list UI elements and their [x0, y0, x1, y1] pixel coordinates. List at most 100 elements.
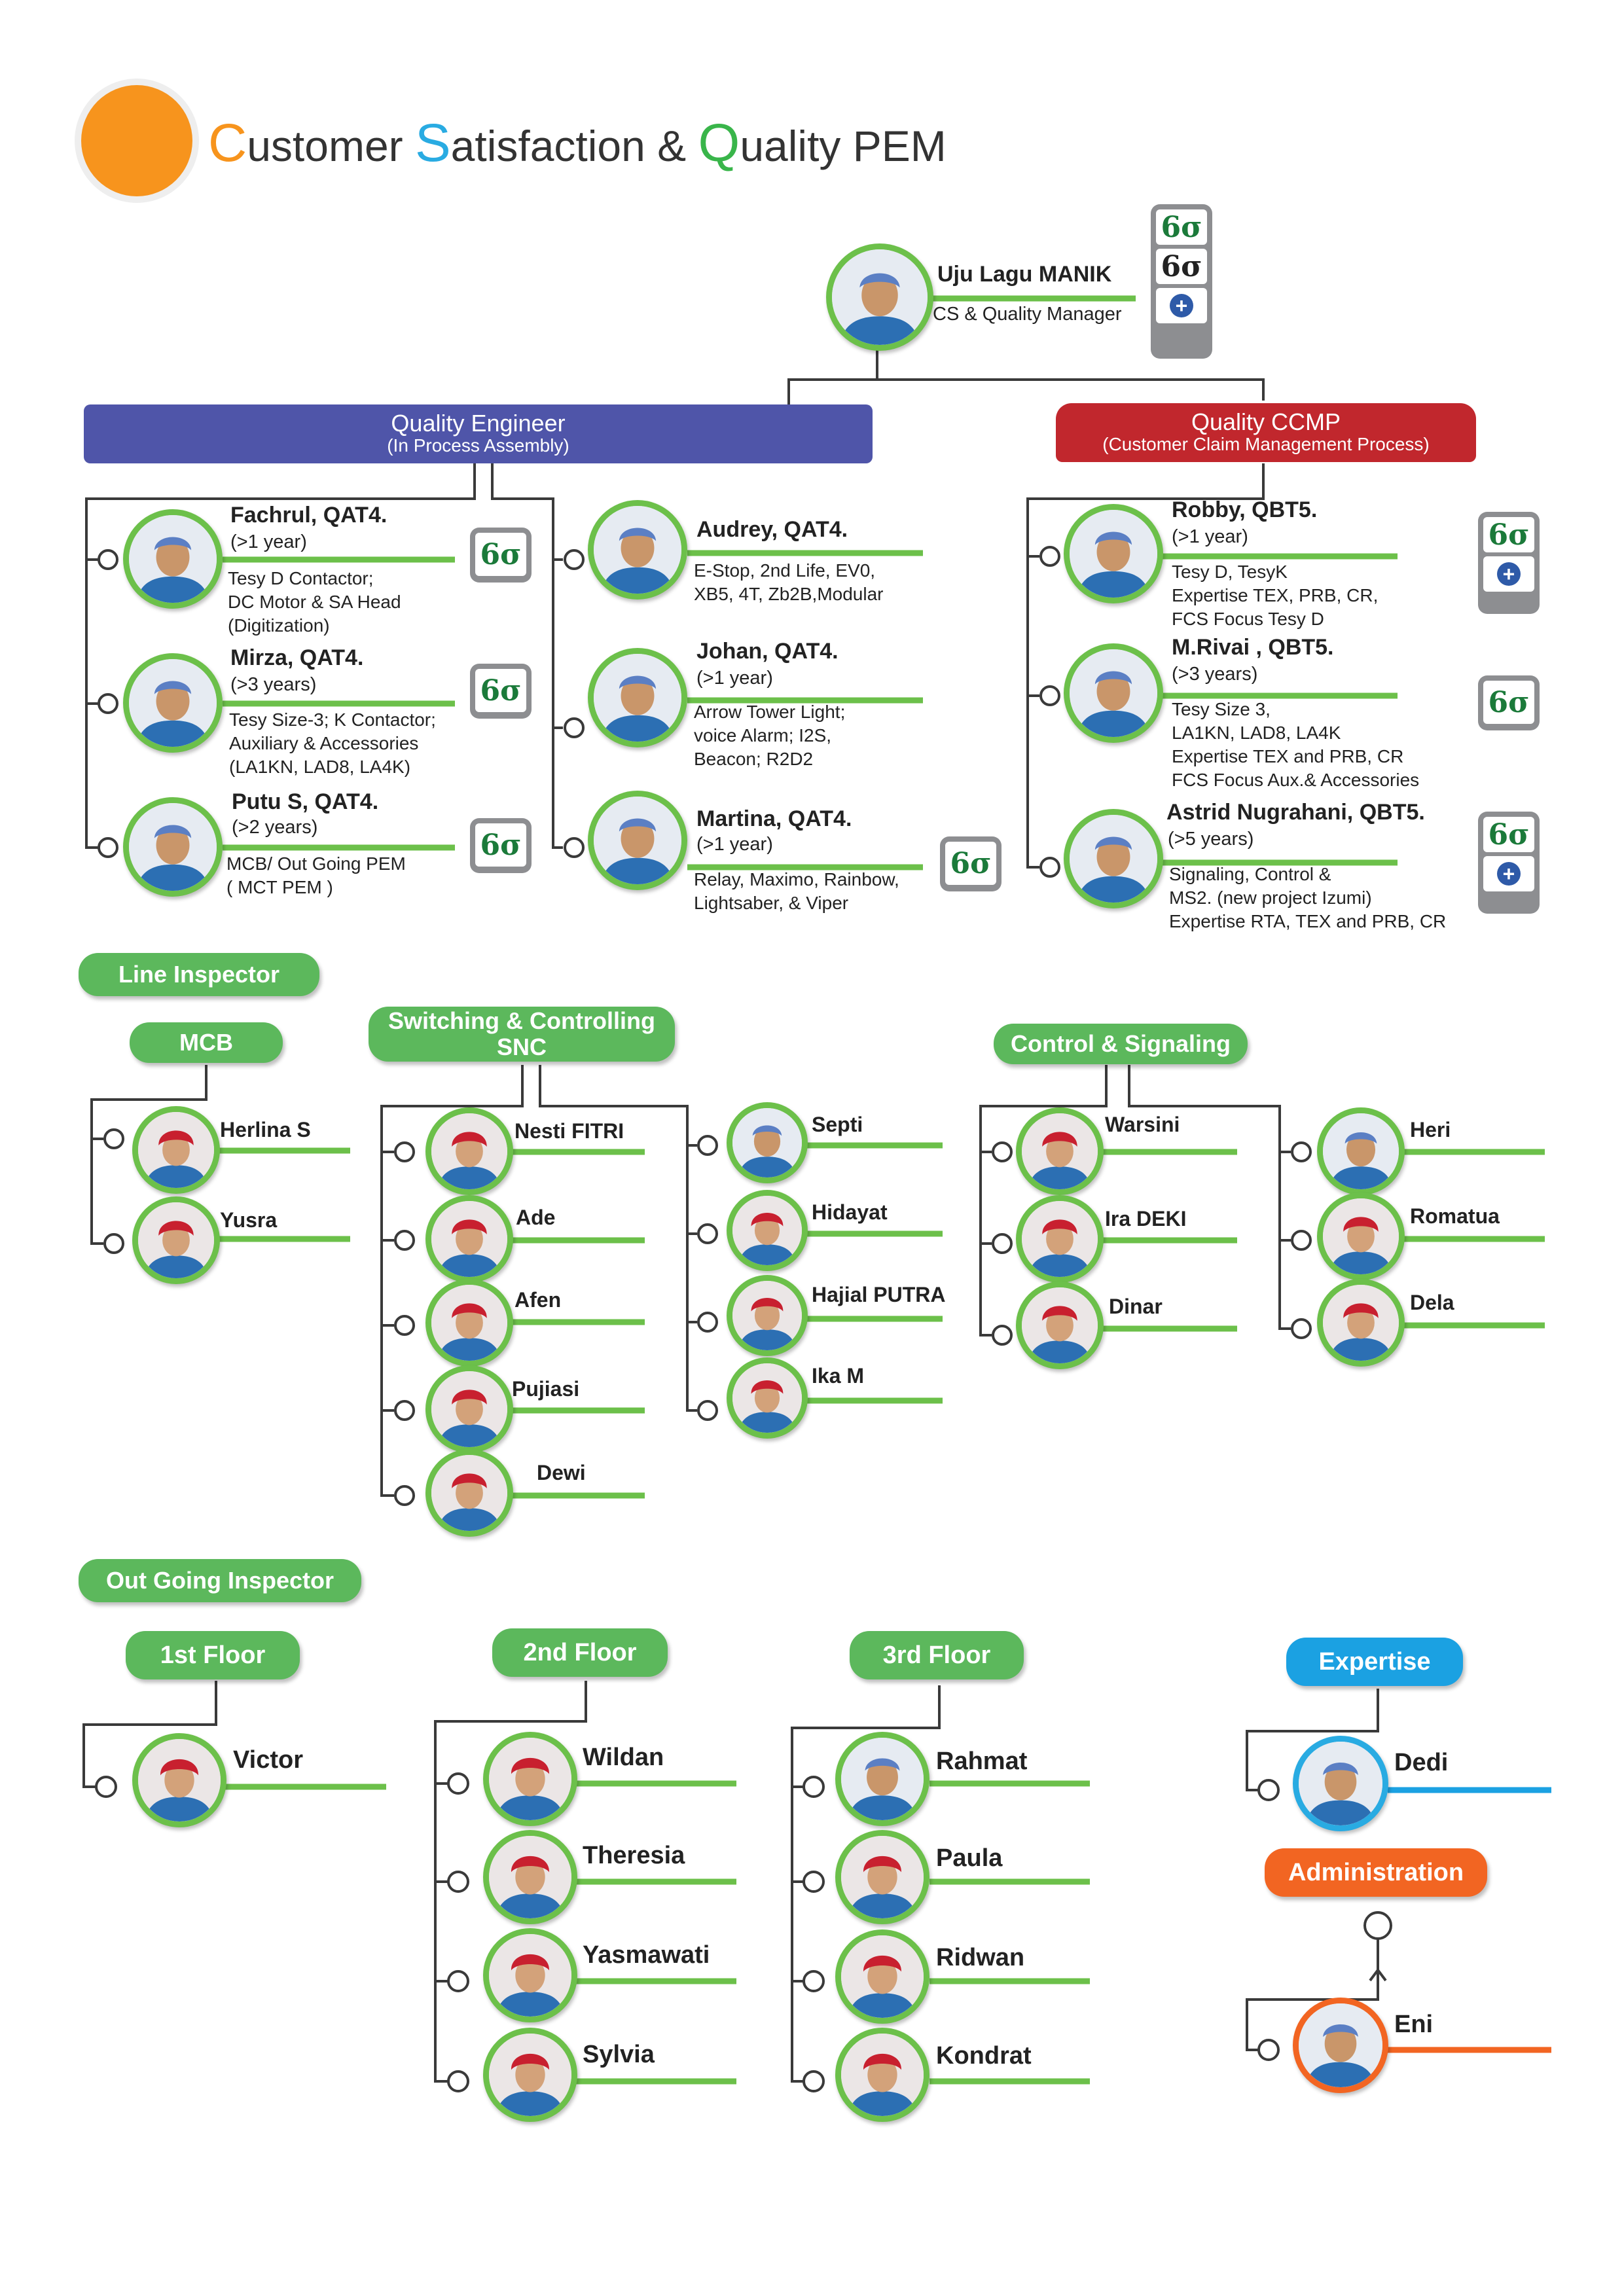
member-scope: Signaling, Control & MS2. (new project Iz… — [1169, 864, 1447, 931]
member-name: Paula — [936, 1844, 1003, 1872]
floor2-label: 2nd Floor — [492, 1628, 668, 1677]
member-name: Dinar — [1109, 1295, 1163, 1318]
six-sigma-icon: 6σ — [945, 842, 996, 885]
member-tenure: (>3 years) — [1172, 664, 1258, 685]
member-name: Victor — [233, 1746, 304, 1774]
photo-ika — [727, 1357, 808, 1439]
member-name: Yusra — [220, 1208, 278, 1232]
photo-ridwan — [835, 1929, 929, 2024]
member-name: Putu S, QAT4. — [232, 789, 379, 814]
photo-dedi — [1293, 1736, 1388, 1831]
member-scope: Arrow Tower Light; voice Alarm; I2S, Beaco… — [694, 702, 846, 769]
certification-badge: 6σ — [470, 528, 532, 583]
member-name: Heri — [1410, 1118, 1451, 1141]
page-title: Customer Satisfaction & Quality PEM — [208, 113, 947, 173]
member-name: Astrid Nugrahani, QBT5. — [1166, 800, 1425, 825]
photo-putu — [123, 797, 223, 897]
member-name: Hajial PUTRA — [812, 1283, 946, 1306]
floor1-label: 1st Floor — [126, 1631, 300, 1679]
control-signaling-label: Control & Signaling — [994, 1024, 1248, 1064]
six-sigma-icon: 6σ — [1156, 209, 1207, 245]
photo-hidayat — [727, 1190, 808, 1271]
member-name: Pujiasi — [512, 1377, 580, 1401]
certification-badge: 6σ — [940, 836, 1001, 891]
member-name: Ade — [516, 1206, 556, 1229]
member-name: Sylvia — [583, 2041, 655, 2068]
photo-hajial — [727, 1275, 808, 1356]
photo-victor — [132, 1733, 226, 1827]
photo-eni — [1293, 1998, 1388, 2093]
member-name: Audrey, QAT4. — [696, 517, 848, 542]
photo-heri — [1317, 1107, 1405, 1195]
member-name: Romatua — [1410, 1204, 1500, 1228]
member-name: M.Rivai , QBT5. — [1172, 635, 1334, 660]
photo-yusra — [132, 1196, 220, 1284]
certification-badge: 6σ — [1478, 675, 1540, 730]
member-tenure: (>3 years) — [230, 674, 317, 695]
photo-sylvia — [483, 2028, 577, 2122]
member-scope: MCB/ Out Going PEM( MCT PEM ) — [226, 853, 406, 897]
member-name: Ridwan — [936, 1944, 1025, 1971]
certification-badge: 6σ 6σ + — [1151, 204, 1212, 359]
photo-wildan — [483, 1732, 577, 1826]
member-name: Wildan — [583, 1744, 664, 1771]
member-scope: Tesy Size 3, LA1KN, LAD8, LA4K Expertise T… — [1172, 699, 1420, 790]
floor3-label: 3rd Floor — [850, 1631, 1024, 1679]
member-scope: Relay, Maximo, Rainbow, Lightsaber, & Vip… — [694, 869, 899, 913]
first-aid-icon: + — [1483, 856, 1534, 891]
member-name: Yasmawati — [583, 1941, 710, 1969]
photo-ira — [1016, 1195, 1104, 1283]
photo-rahmat — [835, 1732, 929, 1826]
member-name: Kondrat — [936, 2042, 1032, 2070]
member-name: Robby, QBT5. — [1172, 497, 1318, 522]
member-name: Mirza, QAT4. — [230, 645, 364, 670]
member-name: Ika M — [812, 1364, 865, 1388]
member-tenure: (>1 year) — [696, 668, 773, 689]
photo-ade — [425, 1195, 513, 1283]
member-name: Septi — [812, 1113, 863, 1136]
member-name: Afen — [514, 1288, 562, 1312]
member-name: Hidayat — [812, 1200, 888, 1224]
photo-robby — [1064, 504, 1163, 603]
member-name: Eni — [1394, 2011, 1434, 2038]
photo-warsini — [1016, 1107, 1104, 1195]
photo-yasmawati — [483, 1928, 577, 2022]
six-sigma-icon: 6σ — [475, 669, 526, 712]
member-tenure: (>2 years) — [232, 817, 318, 838]
member-tenure: (>5 years) — [1168, 829, 1254, 850]
six-sigma-icon: 6σ — [1483, 681, 1534, 724]
manager-name: Uju Lagu MANIK — [937, 262, 1112, 287]
six-sigma-icon: 6σ — [1483, 517, 1534, 552]
member-name: Theresia — [583, 1842, 685, 1869]
first-aid-icon: + — [1156, 288, 1207, 323]
mcb-label: MCB — [130, 1022, 283, 1063]
six-sigma-icon: 6σ — [475, 533, 526, 576]
quality-ccmp-banner: Quality CCMP (Customer Claim Management P… — [1056, 403, 1476, 462]
member-name: Dela — [1410, 1291, 1454, 1314]
member-name: Dedi — [1394, 1749, 1449, 1776]
member-name: Ira DEKI — [1105, 1207, 1187, 1230]
manager-role: CS & Quality Manager — [933, 304, 1122, 325]
photo-theresia — [483, 1830, 577, 1924]
photo-kondrat — [835, 2028, 929, 2122]
photo-dinar — [1016, 1282, 1104, 1369]
expertise-label: Expertise — [1286, 1638, 1463, 1686]
manager-photo — [826, 243, 933, 351]
member-scope: Tesy D, TesyK Expertise TEX, PRB, CR, FCS … — [1172, 562, 1379, 629]
snc-label: Switching & Controlling SNC — [369, 1007, 675, 1062]
administration-label: Administration — [1265, 1848, 1487, 1897]
member-name: Fachrul, QAT4. — [230, 503, 388, 528]
certification-badge: 6σ — [470, 664, 532, 719]
member-name: Warsini — [1105, 1113, 1180, 1136]
member-name: Rahmat — [936, 1748, 1028, 1775]
photo-fachrul — [123, 509, 223, 609]
member-name: Dewi — [537, 1461, 586, 1484]
photo-herlina — [132, 1106, 220, 1194]
line-inspector-label: Line Inspector — [79, 953, 319, 996]
photo-johan — [588, 648, 687, 747]
photo-m-rivai — [1064, 643, 1163, 743]
photo-nesti — [425, 1107, 513, 1195]
member-tenure: (>1 year) — [696, 834, 773, 855]
member-tenure: (>1 year) — [1172, 526, 1248, 547]
